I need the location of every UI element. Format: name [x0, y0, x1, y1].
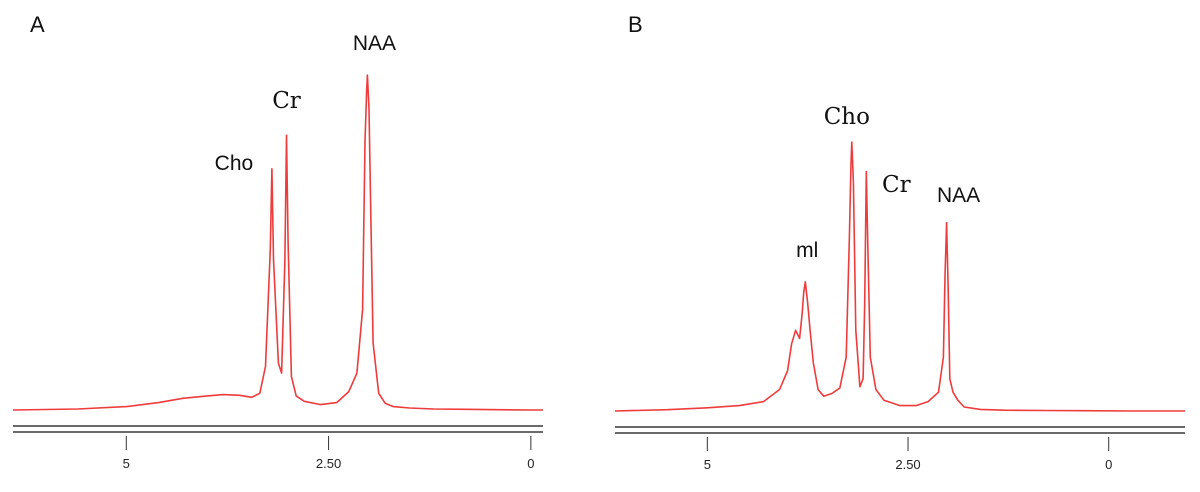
x-tick-label: 0 [527, 456, 534, 471]
spectrum-line [12, 74, 543, 411]
peak-label-cr: Cr [272, 88, 301, 114]
peak-label-naa: NAA [353, 32, 396, 55]
panel-label: A [30, 12, 45, 37]
peak-label-cr: Cr [882, 172, 911, 198]
spectrum-line [614, 141, 1185, 412]
x-tick-label: 5 [704, 457, 711, 472]
x-tick-label: 2.50 [895, 457, 920, 472]
x-tick-label: 5 [123, 456, 130, 471]
peak-label-cho: Cho [824, 104, 870, 130]
x-tick-label: 0 [1105, 457, 1112, 472]
x-tick-label: 2.50 [316, 456, 341, 471]
panel-label: B [628, 12, 643, 37]
peak-label-naa: NAA [937, 184, 980, 207]
peak-label-ml: ml [796, 239, 818, 262]
peak-label-cho: Cho [215, 152, 254, 175]
